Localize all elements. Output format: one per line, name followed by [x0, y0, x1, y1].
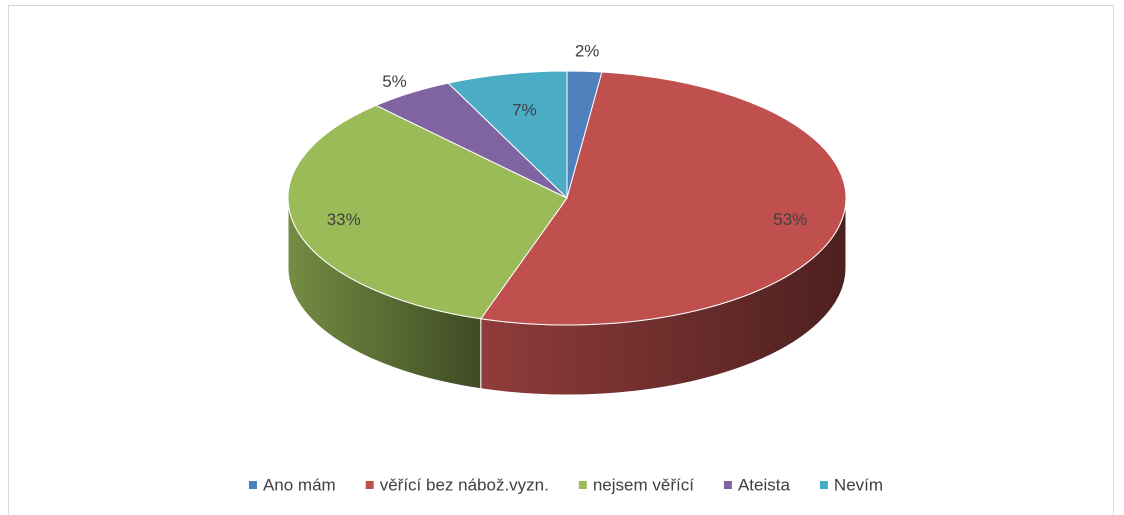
slice	[447, 70, 568, 200]
legend-label: Ateista	[738, 475, 791, 494]
data-label: 53%	[773, 210, 807, 229]
legend-label: Nevím	[834, 475, 883, 494]
slice	[479, 71, 847, 326]
data-label: 33%	[327, 210, 361, 229]
data-label: 5%	[382, 72, 407, 91]
legend-label: Ano mám	[263, 475, 336, 494]
legend-marker	[365, 481, 374, 489]
legend-label: nejsem věřící	[593, 475, 694, 494]
legend-label: věřící bez nábož.vyzn.	[380, 475, 549, 494]
legend-marker	[723, 481, 732, 489]
legend-marker	[578, 481, 587, 489]
slice	[287, 104, 568, 320]
legend-marker	[248, 481, 257, 489]
data-label: 7%	[512, 101, 537, 120]
data-label: 2%	[575, 42, 600, 61]
legend-marker	[819, 481, 828, 489]
